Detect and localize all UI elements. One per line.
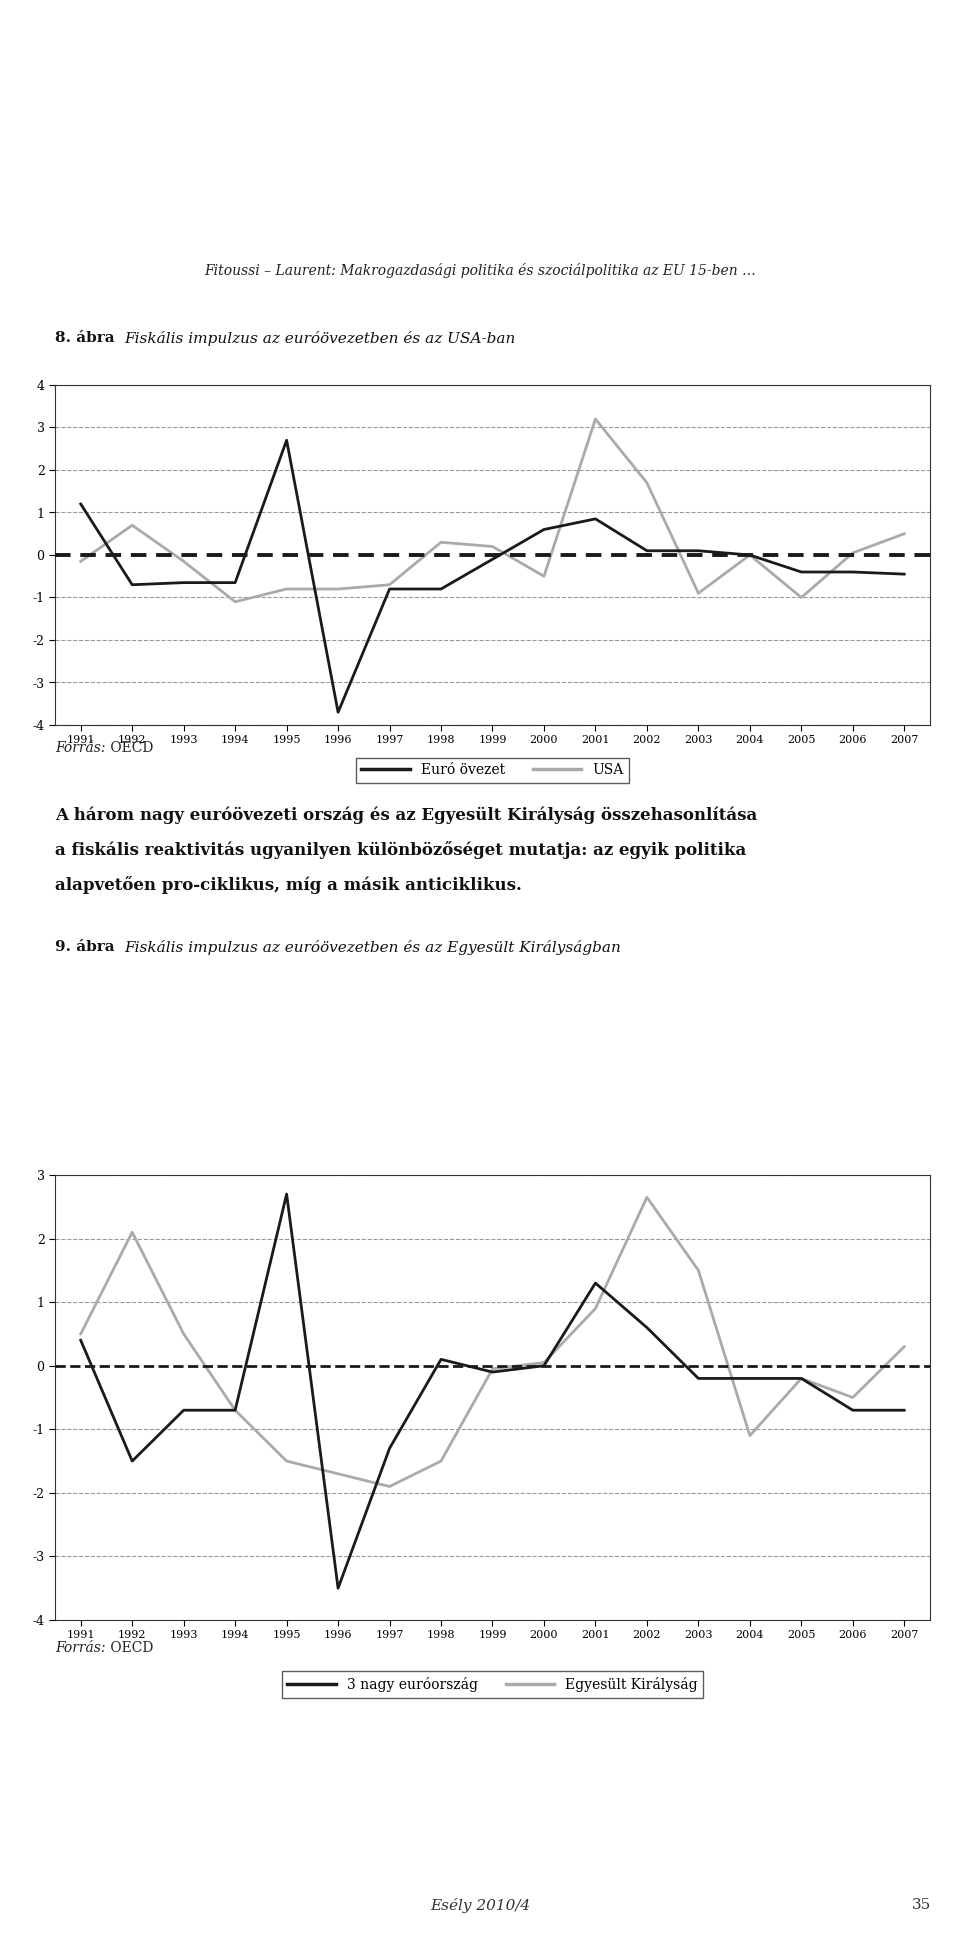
Text: OECD: OECD — [106, 741, 154, 755]
Text: Fiskális impulzus az euróövezetben és az Egyesült Királyságban: Fiskális impulzus az euróövezetben és az… — [124, 940, 621, 954]
Text: Esély 2010/4: Esély 2010/4 — [430, 1898, 530, 1912]
Text: Fiskális impulzus az euróövezetben és az USA-ban: Fiskális impulzus az euróövezetben és az… — [124, 331, 516, 346]
Text: Forrás:: Forrás: — [55, 741, 106, 755]
Text: 35: 35 — [912, 1898, 931, 1912]
Legend: 3 nagy euróország, Egyesült Királyság: 3 nagy euróország, Egyesült Királyság — [281, 1672, 704, 1697]
Legend: Euró övezet, USA: Euró övezet, USA — [355, 757, 630, 782]
Text: 8. ábra: 8. ábra — [55, 331, 120, 344]
Text: alapvetően pro-ciklikus, míg a másik anticiklikus.: alapvetően pro-ciklikus, míg a másik ant… — [55, 877, 522, 894]
Text: 9. ábra: 9. ábra — [55, 940, 120, 954]
Text: A három nagy euróövezeti ország és az Egyesült Királyság összehasonlítása: A három nagy euróövezeti ország és az Eg… — [55, 807, 757, 824]
Text: Forrás:: Forrás: — [55, 1641, 106, 1654]
Text: a fiskális reaktivitás ugyanilyen különbözőséget mutatja: az egyik politika: a fiskális reaktivitás ugyanilyen különb… — [55, 842, 746, 859]
Text: OECD: OECD — [106, 1641, 154, 1654]
Text: Fitoussi – Laurent: Makrogazdasági politika és szociálpolitika az EU 15-ben …: Fitoussi – Laurent: Makrogazdasági polit… — [204, 263, 756, 277]
